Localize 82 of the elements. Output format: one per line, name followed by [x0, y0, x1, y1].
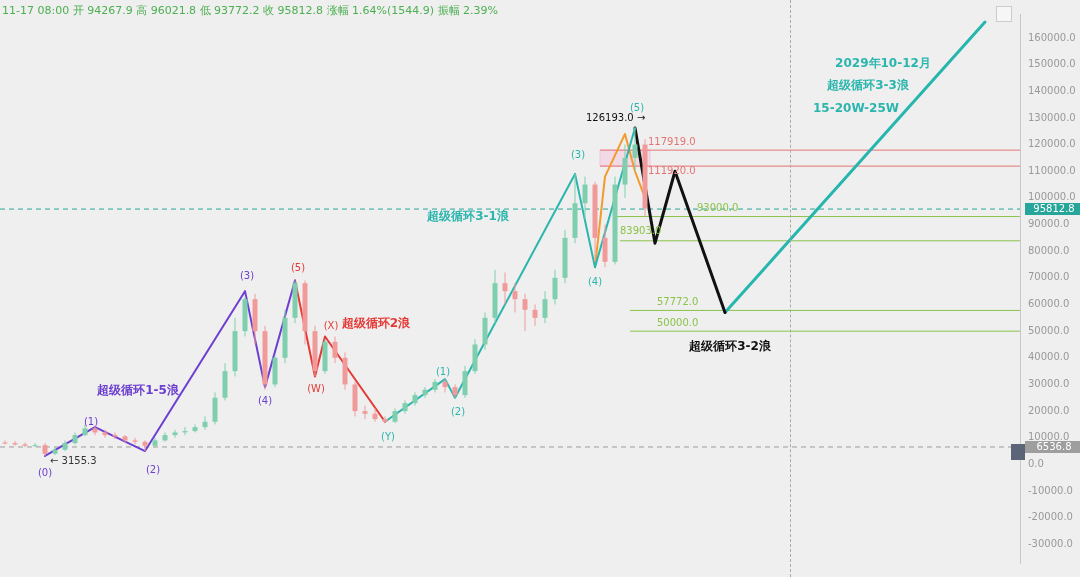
annotation: (Y): [381, 430, 396, 442]
annotation: 15-20W-25W: [813, 101, 899, 116]
y-tick-label: 120000.0: [1028, 138, 1076, 150]
candlestick: [332, 335, 338, 364]
candlestick: [382, 415, 388, 424]
annotation: 超级循环3-2浪: [688, 339, 772, 354]
annotation: (3): [239, 269, 255, 281]
y-tick-label: 70000.0: [1028, 271, 1070, 283]
candlestick: [632, 127, 638, 172]
y-tick-label: 30000.0: [1028, 378, 1070, 390]
annotation: ← 3155.3: [50, 454, 97, 466]
candlestick: [552, 269, 558, 305]
annotation: 超级循环1-5浪: [96, 383, 180, 398]
candlestick: [452, 383, 458, 399]
candlestick: [442, 378, 448, 393]
candlestick: [362, 405, 368, 420]
candlestick: [162, 431, 168, 443]
ref-line-label: 95812.8: [1033, 202, 1075, 214]
y-tick-label: 150000.0: [1028, 58, 1076, 70]
y-tick-label: 50000.0: [1028, 324, 1070, 336]
candlestick: [102, 429, 108, 439]
ref-line-label: 57772.0: [657, 296, 699, 308]
y-tick-label: 160000.0: [1028, 31, 1076, 43]
annotation: (1): [83, 415, 99, 427]
y-tick-label: 100000.0: [1028, 191, 1076, 203]
annotation: 11-17 08:00 开 94267.9 高 96021.8 低 93772.2 收 95812.8 涨幅 1.64%(1544.9) 振幅 2.39%: [2, 3, 499, 17]
candlestick: [542, 290, 548, 324]
candlestick: [602, 224, 608, 268]
candlestick: [192, 423, 198, 433]
ref-line-label: 111920.0: [648, 164, 696, 176]
candlestick: [372, 407, 378, 423]
y-tick-label: -30000.0: [1028, 537, 1073, 549]
annotation: (4): [587, 275, 603, 287]
candlestick: [92, 425, 98, 436]
annotation: (5): [629, 101, 645, 113]
annotation: (3): [570, 148, 586, 160]
ref-line-label: 50000.0: [657, 316, 699, 328]
y-tick-label: -20000.0: [1028, 511, 1073, 523]
y-tick-label: 0.0: [1028, 457, 1044, 469]
candlestick: [202, 415, 208, 431]
y-tick-label: 20000.0: [1028, 404, 1070, 416]
annotation: (5): [290, 261, 306, 273]
candlestick: [462, 365, 468, 399]
candlestick: [532, 303, 538, 327]
candlestick: [412, 391, 418, 407]
annotation: (X): [323, 319, 339, 331]
candlestick: [522, 293, 528, 332]
candlestick: [52, 446, 58, 456]
annotation: 超级循环3-1浪: [426, 209, 510, 224]
annotation: 2029年10-12月: [835, 56, 931, 71]
y-tick-label: 140000.0: [1028, 84, 1076, 96]
annotation: (0): [37, 466, 53, 478]
candlestick: [512, 282, 518, 313]
y-tick-label: 110000.0: [1028, 164, 1076, 176]
ref-line-label: 93000.0: [697, 202, 739, 214]
annotation: (2): [145, 463, 161, 475]
candlestick: [142, 439, 148, 452]
annotation: 超级循环2浪: [340, 316, 412, 331]
y-tick-label: 130000.0: [1028, 111, 1076, 123]
y-tick-label: 80000.0: [1028, 244, 1070, 256]
y-tick-label: 90000.0: [1028, 218, 1070, 230]
ref-line-label: 6536.8: [1036, 440, 1072, 452]
annotation: 超级循环3-3浪: [826, 78, 910, 93]
y-tick-label: 10000.0: [1028, 431, 1070, 443]
y-tick-label: 40000.0: [1028, 351, 1070, 363]
candlestick: [212, 391, 218, 425]
candlestick: [422, 386, 428, 399]
candlestick: [502, 272, 508, 305]
candlestick: [132, 437, 138, 445]
y-tick-label: -10000.0: [1028, 484, 1073, 496]
candlestick: [2, 439, 8, 445]
candlestick: [172, 429, 178, 439]
y-tick-label: 60000.0: [1028, 298, 1070, 310]
annotation: (1): [435, 365, 451, 377]
candlestick: [582, 176, 588, 220]
candlestick: [402, 399, 408, 415]
annotation: (2): [450, 405, 466, 417]
annotation: (4): [257, 394, 273, 406]
annotation: (W): [307, 382, 325, 394]
candlestick: [32, 442, 38, 448]
ref-line-label: 117919.0: [648, 135, 696, 147]
candlestick: [122, 434, 128, 444]
